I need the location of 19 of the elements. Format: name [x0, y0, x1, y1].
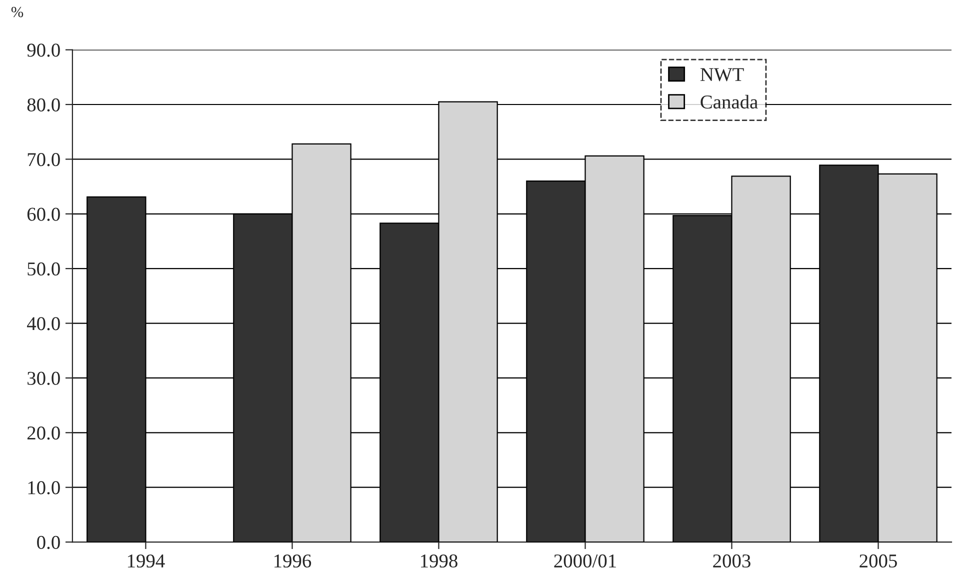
- y-tick-label: 70.0: [28, 153, 60, 166]
- y-tick-label: 50.0: [28, 262, 60, 276]
- y-tick-label: 30.0: [28, 372, 60, 385]
- x-tick-label: 2000/01: [554, 554, 616, 568]
- legend-label: Canada: [700, 94, 758, 109]
- y-axis-title: %: [11, 6, 24, 18]
- y-tick-label: 60.0: [27, 208, 60, 221]
- y-tick-label: 90.0: [27, 44, 60, 57]
- y-tick-label: 20.0: [27, 426, 60, 440]
- y-tick-label: 10.0: [28, 481, 60, 494]
- x-tick-label: 1996: [274, 554, 312, 568]
- y-tick-label: 0.0: [37, 536, 60, 550]
- y-tick-label: 40.0: [26, 317, 60, 330]
- x-tick-label: 2003: [713, 554, 750, 568]
- x-tick-label: 1994: [128, 554, 165, 568]
- legend-label: NWT: [700, 68, 744, 82]
- y-tick-label: 80.0: [27, 98, 60, 112]
- x-tick-label: 2005: [860, 554, 897, 568]
- x-tick-label: 1998: [420, 554, 458, 568]
